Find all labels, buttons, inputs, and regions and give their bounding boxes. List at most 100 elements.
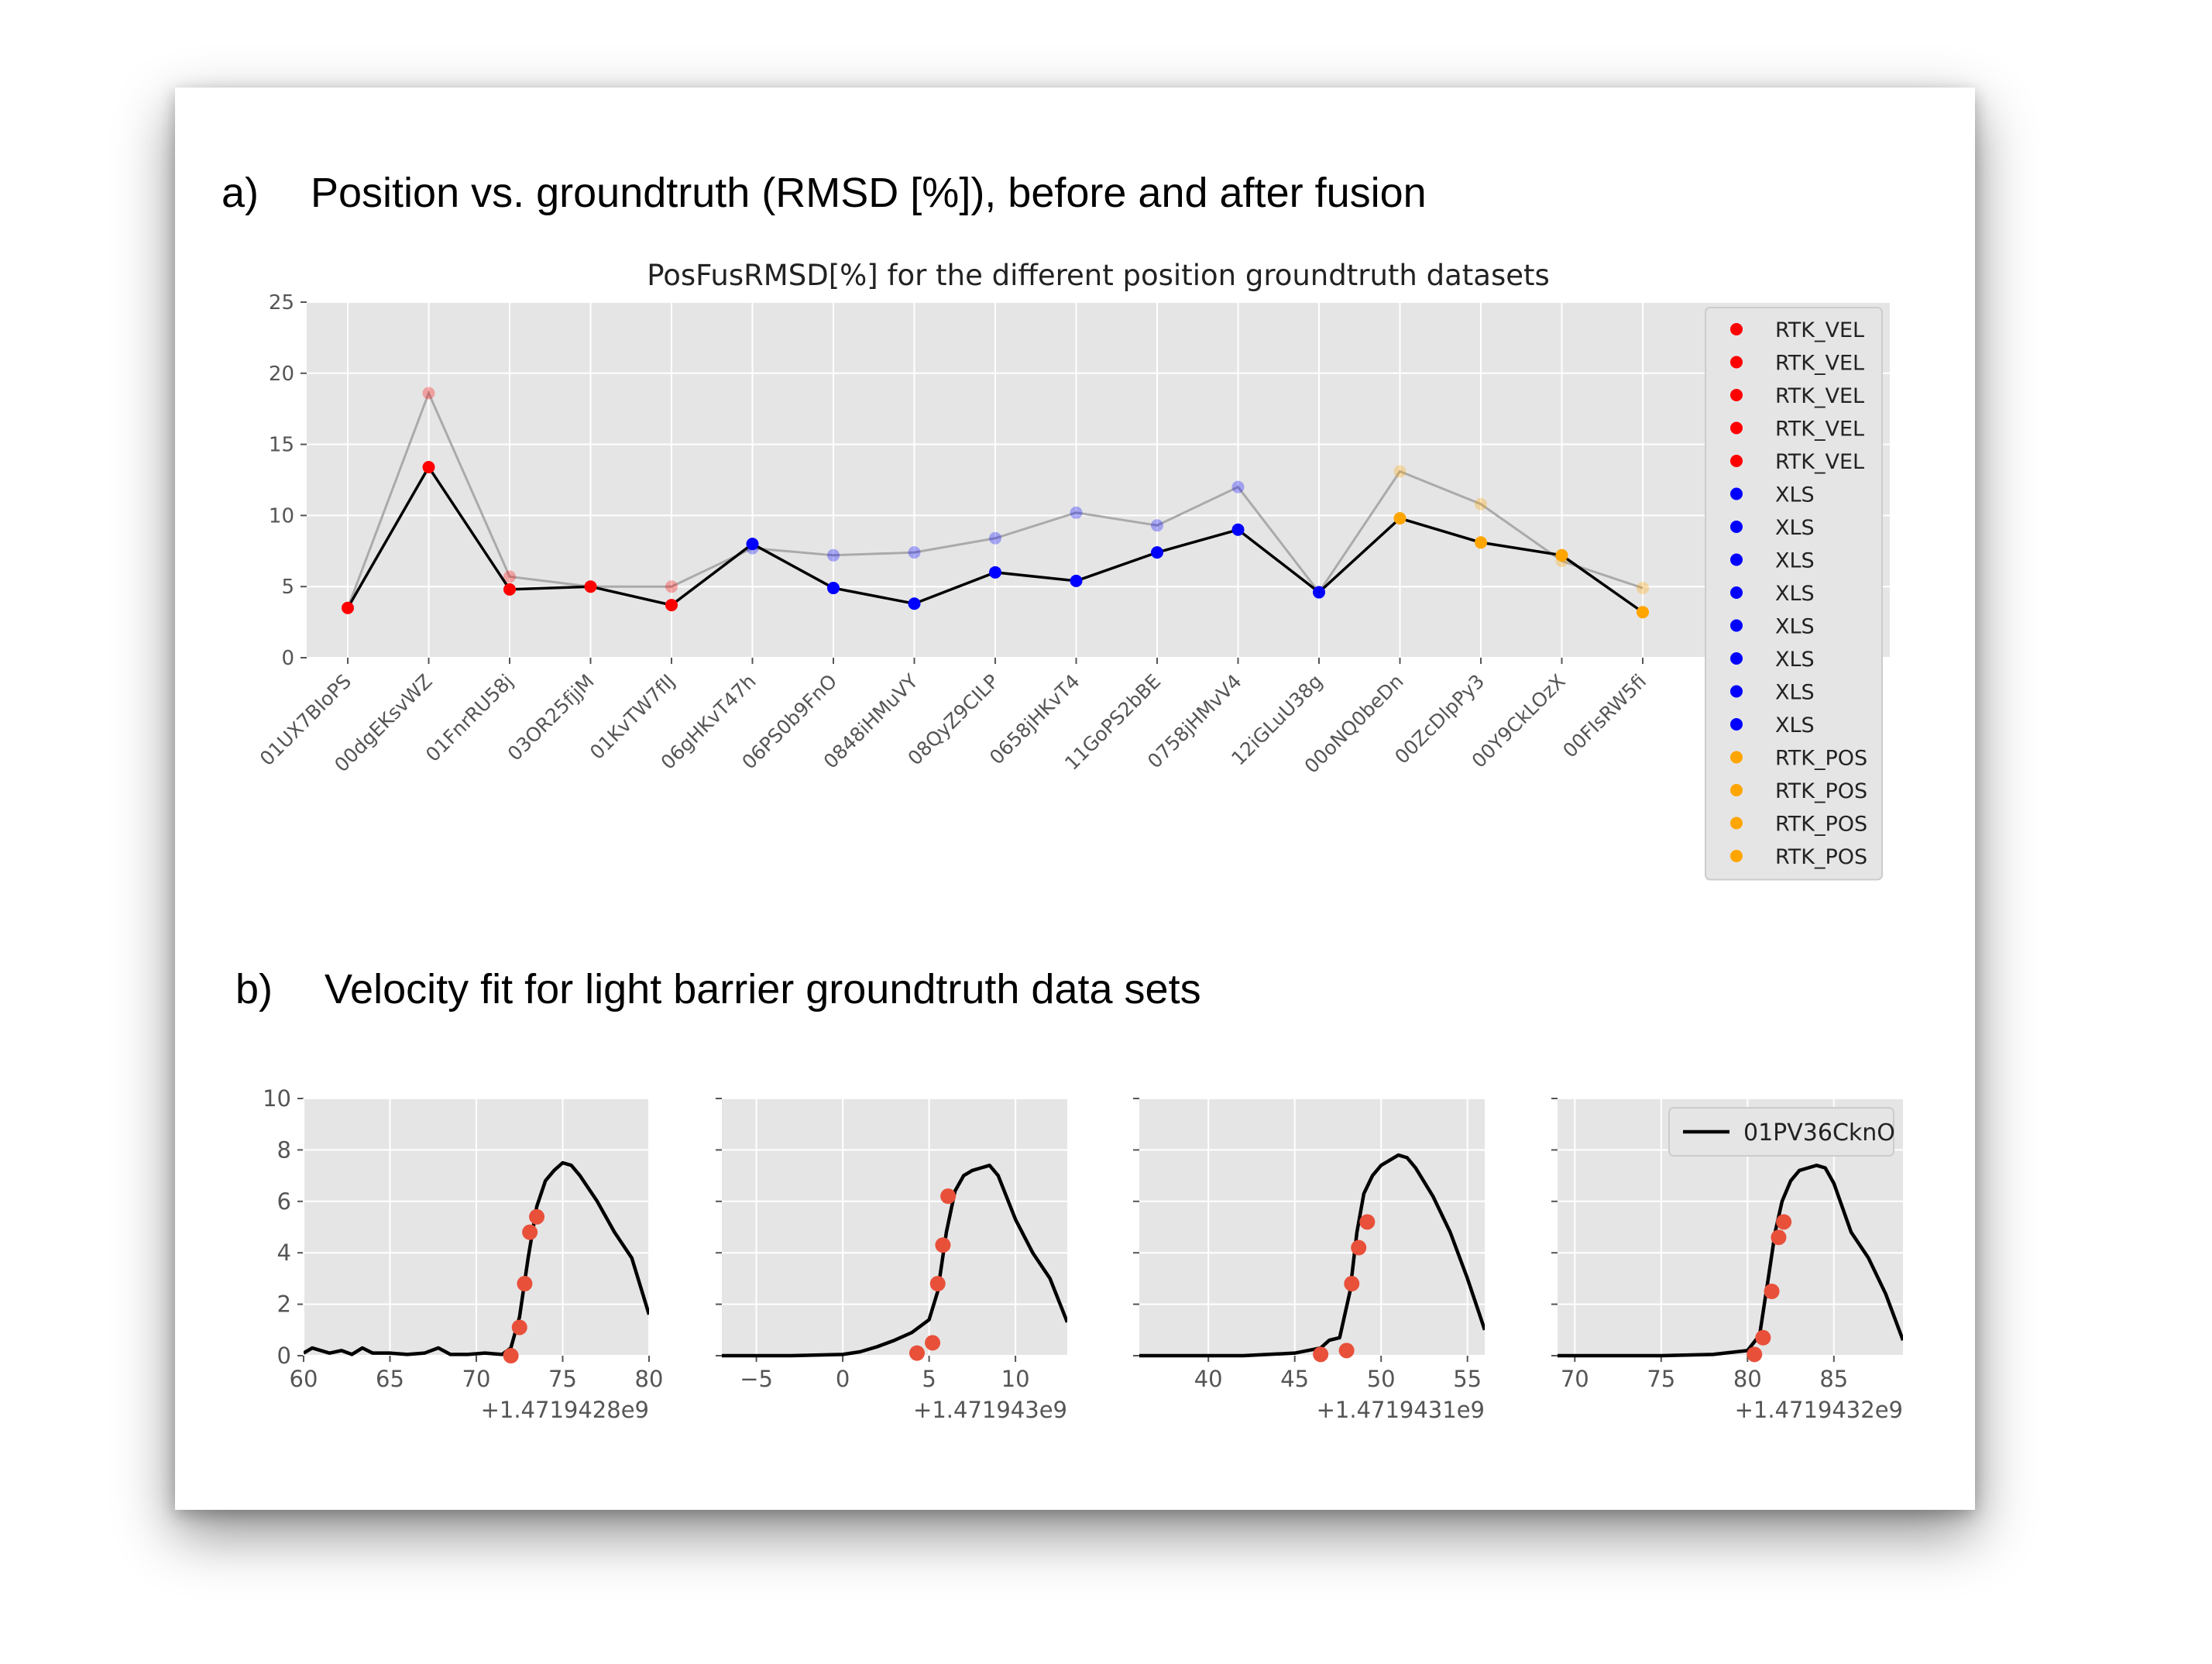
x-tick-label: 55	[1453, 1366, 1482, 1392]
legend-label: XLS	[1775, 516, 1815, 540]
y-tick-label: 6	[277, 1188, 291, 1215]
x-tick-label: −5	[740, 1366, 773, 1392]
x-tick-label: 5	[922, 1366, 936, 1392]
legend-label: RTK_VEL	[1775, 352, 1864, 376]
after-fusion-point	[342, 601, 354, 614]
rmsd-chart: 051015202501UX7BIoPS00dgEKsvWZ01FnrRU58j…	[256, 259, 1890, 881]
before-fusion-point	[827, 548, 840, 562]
fit-curve-line	[1558, 1164, 1903, 1358]
before-fusion-point	[1151, 519, 1163, 532]
after-fusion-point	[584, 580, 597, 593]
before-fusion-point	[665, 580, 678, 593]
y-tick-label: 10	[269, 504, 294, 528]
legend-marker	[1730, 850, 1743, 862]
plot-area	[307, 302, 1890, 658]
section-b-title: Velocity fit for light barrier groundtru…	[325, 966, 1201, 1012]
after-fusion-point	[503, 583, 516, 596]
after-fusion-point	[989, 566, 1001, 579]
velocity-panel-4: 70 75 80 85 +1.4719432e9 01PV36CknO	[1551, 1098, 1903, 1423]
legend-marker	[1730, 389, 1743, 401]
legend-label: XLS	[1775, 713, 1815, 737]
velocity-panel-2: −5 0 5 10 +1.471943e9	[716, 1098, 1067, 1423]
legend-marker	[1730, 455, 1743, 467]
before-fusion-point	[908, 546, 921, 559]
legend-marker	[1730, 817, 1743, 830]
y-tick-label: 15	[269, 434, 294, 457]
before-fusion-point	[1637, 582, 1649, 595]
x-tick-label: 45	[1280, 1366, 1309, 1392]
x-tick-label: 60	[290, 1366, 318, 1392]
measurement-point	[1776, 1214, 1792, 1230]
legend-box	[1705, 307, 1883, 881]
legend-marker	[1730, 553, 1743, 566]
before-fusion-point	[503, 570, 516, 583]
measurement-point	[1359, 1214, 1376, 1230]
y-tick-label: 8	[277, 1136, 291, 1163]
legend-label: RTK_VEL	[1775, 384, 1864, 408]
measurement-point	[1344, 1276, 1360, 1292]
after-fusion-point	[746, 538, 759, 551]
legend-label: RTK_VEL	[1775, 318, 1864, 342]
y-tick-label: 4	[277, 1239, 291, 1266]
x-tick-label: 65	[376, 1366, 404, 1392]
measurement-point	[1338, 1343, 1355, 1359]
after-fusion-point	[422, 460, 435, 473]
x-tick-label: 01FnrRU58j	[421, 670, 517, 766]
measurement-point	[908, 1345, 925, 1361]
legend-marker	[1730, 586, 1743, 599]
plot-area	[722, 1098, 1067, 1356]
after-fusion-point	[1475, 536, 1487, 549]
legend-label: XLS	[1775, 549, 1815, 573]
y-tick-label: 0	[277, 1343, 291, 1369]
legend-marker	[1730, 652, 1743, 665]
before-fusion-line	[346, 390, 1644, 609]
legend-marker	[1730, 487, 1743, 500]
x-tick-label: 40	[1194, 1366, 1223, 1392]
measurement-point	[929, 1276, 946, 1292]
section-b-marker: b)	[235, 966, 273, 1012]
legend-label: RTK_POS	[1775, 845, 1867, 869]
legend-label: XLS	[1775, 681, 1815, 705]
plot-area	[1139, 1098, 1485, 1356]
measurement-point	[940, 1188, 957, 1205]
after-fusion-point	[1555, 548, 1568, 562]
after-fusion-point	[665, 599, 678, 612]
legend-label: XLS	[1775, 582, 1815, 606]
legend-marker	[1730, 751, 1743, 764]
x-tick-label: 70	[462, 1366, 491, 1392]
measurement-point	[511, 1319, 527, 1336]
x-tick-label: 0	[836, 1366, 850, 1392]
fit-curve-line	[722, 1164, 1067, 1358]
x-offset-label: +1.4719432e9	[1735, 1397, 1903, 1423]
x-tick-label: 80	[1733, 1366, 1762, 1392]
legend-marker	[1730, 784, 1743, 796]
x-tick-label: 85	[1819, 1366, 1848, 1392]
x-tick-label: 75	[1647, 1366, 1675, 1392]
after-fusion-point	[1393, 512, 1407, 525]
x-tick-label: 03OR25fjjM	[503, 670, 599, 765]
measurement-point	[517, 1276, 533, 1292]
chart-title: PosFusRMSD[%] for the different position…	[647, 259, 1550, 292]
legend-label: RTK_VEL	[1775, 418, 1864, 442]
y-tick-label: 10	[263, 1085, 291, 1112]
before-fusion-point	[989, 531, 1001, 545]
legend-marker	[1730, 421, 1743, 435]
measurement-point	[1351, 1239, 1367, 1256]
y-tick-label: 20	[269, 363, 294, 386]
measurement-point	[522, 1224, 538, 1240]
before-fusion-point	[1231, 480, 1245, 493]
legend-label: XLS	[1775, 483, 1815, 507]
x-offset-label: +1.4719428e9	[481, 1397, 649, 1423]
y-tick-label: 2	[277, 1291, 291, 1318]
legend-marker	[1730, 356, 1743, 369]
after-fusion-point	[1231, 523, 1245, 536]
measurement-point	[1747, 1346, 1763, 1363]
x-tick-label: 10	[1001, 1366, 1030, 1392]
x-tick-label: 75	[548, 1366, 577, 1392]
section-a-marker: a)	[222, 170, 259, 216]
y-tick-label: 25	[269, 291, 294, 315]
after-fusion-point	[1637, 606, 1649, 619]
y-tick-label: 0	[281, 647, 294, 670]
legend-marker	[1730, 521, 1743, 533]
x-offset-label: +1.4719431e9	[1317, 1397, 1485, 1423]
